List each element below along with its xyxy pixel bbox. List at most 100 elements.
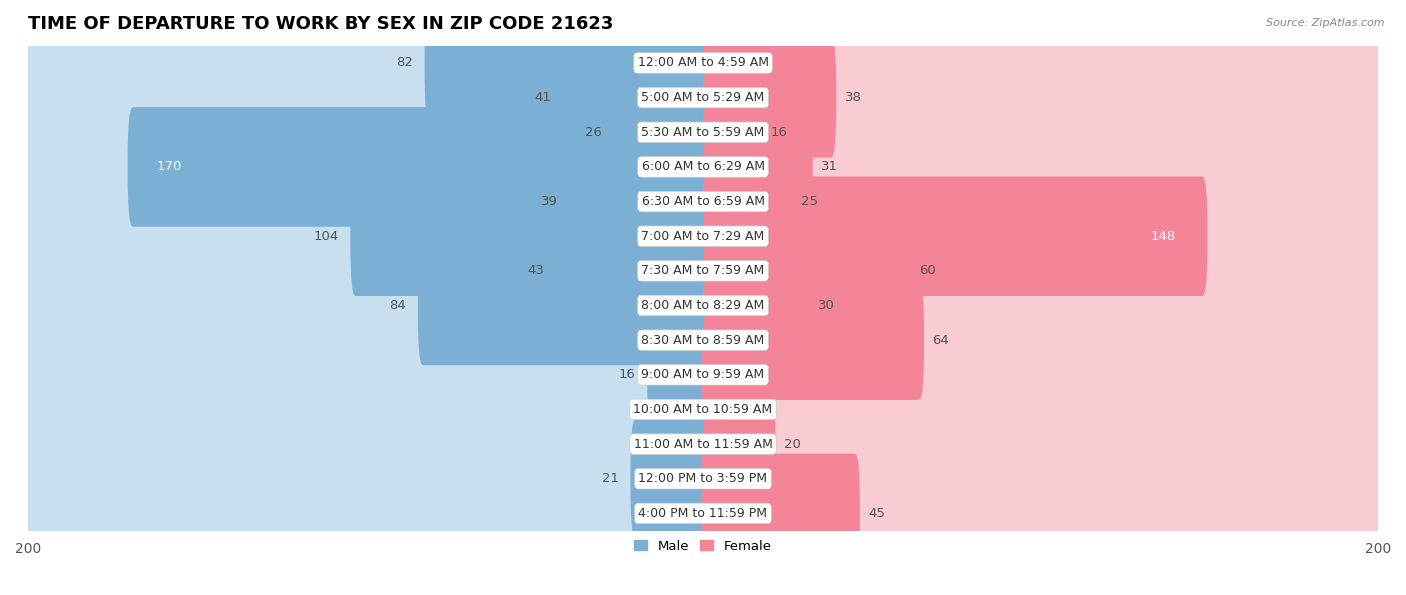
FancyBboxPatch shape [425, 3, 709, 123]
Legend: Male, Female: Male, Female [628, 534, 778, 558]
Bar [28, 392, 1378, 427]
Text: 0: 0 [681, 437, 689, 450]
Bar [28, 115, 1378, 149]
Text: 21: 21 [602, 472, 619, 486]
FancyBboxPatch shape [557, 211, 709, 331]
FancyBboxPatch shape [702, 350, 1379, 469]
Text: 39: 39 [541, 195, 558, 208]
Text: 30: 30 [818, 299, 835, 312]
FancyBboxPatch shape [702, 384, 1379, 504]
Text: 4: 4 [668, 334, 676, 347]
FancyBboxPatch shape [350, 177, 709, 296]
FancyBboxPatch shape [27, 177, 704, 296]
Text: 0: 0 [681, 507, 689, 520]
FancyBboxPatch shape [702, 177, 1379, 296]
FancyBboxPatch shape [128, 107, 709, 227]
Text: 0: 0 [717, 403, 725, 416]
Text: 16: 16 [619, 368, 636, 381]
FancyBboxPatch shape [702, 280, 1379, 400]
Text: 41: 41 [534, 91, 551, 104]
FancyBboxPatch shape [702, 73, 1379, 192]
Bar [28, 253, 1378, 288]
Text: 0: 0 [681, 403, 689, 416]
FancyBboxPatch shape [27, 38, 704, 158]
Text: 8:00 AM to 8:29 AM: 8:00 AM to 8:29 AM [641, 299, 765, 312]
FancyBboxPatch shape [418, 246, 709, 365]
FancyBboxPatch shape [27, 419, 704, 538]
FancyBboxPatch shape [27, 211, 704, 331]
FancyBboxPatch shape [702, 246, 1379, 365]
Text: 4:00 PM to 11:59 PM: 4:00 PM to 11:59 PM [638, 507, 768, 520]
FancyBboxPatch shape [702, 107, 1379, 227]
Text: 64: 64 [932, 334, 949, 347]
FancyBboxPatch shape [702, 142, 793, 261]
FancyBboxPatch shape [702, 246, 810, 365]
FancyBboxPatch shape [613, 73, 709, 192]
FancyBboxPatch shape [702, 107, 813, 227]
Text: 6:00 AM to 6:29 AM: 6:00 AM to 6:29 AM [641, 161, 765, 173]
FancyBboxPatch shape [702, 3, 1379, 123]
Text: 26: 26 [585, 126, 602, 139]
FancyBboxPatch shape [27, 315, 704, 434]
FancyBboxPatch shape [702, 211, 911, 331]
FancyBboxPatch shape [630, 419, 709, 538]
Text: 6: 6 [737, 368, 745, 381]
Text: TIME OF DEPARTURE TO WORK BY SEX IN ZIP CODE 21623: TIME OF DEPARTURE TO WORK BY SEX IN ZIP … [28, 15, 613, 33]
FancyBboxPatch shape [702, 315, 1379, 434]
FancyBboxPatch shape [702, 142, 1379, 261]
FancyBboxPatch shape [702, 38, 1379, 158]
FancyBboxPatch shape [702, 453, 860, 573]
Text: 7:30 AM to 7:59 AM: 7:30 AM to 7:59 AM [641, 264, 765, 277]
Text: 12:00 AM to 4:59 AM: 12:00 AM to 4:59 AM [637, 57, 769, 70]
Text: 6: 6 [737, 57, 745, 70]
FancyBboxPatch shape [702, 280, 924, 400]
Bar [28, 358, 1378, 392]
Bar [28, 80, 1378, 115]
Text: 5:00 AM to 5:29 AM: 5:00 AM to 5:29 AM [641, 91, 765, 104]
FancyBboxPatch shape [27, 246, 704, 365]
Text: 170: 170 [156, 161, 181, 173]
Bar [28, 323, 1378, 358]
Bar [28, 427, 1378, 462]
FancyBboxPatch shape [702, 3, 728, 123]
FancyBboxPatch shape [27, 384, 704, 504]
FancyBboxPatch shape [569, 142, 709, 261]
Text: 60: 60 [920, 264, 936, 277]
Text: 6:30 AM to 6:59 AM: 6:30 AM to 6:59 AM [641, 195, 765, 208]
Text: 31: 31 [821, 161, 838, 173]
Text: 104: 104 [314, 230, 339, 243]
FancyBboxPatch shape [647, 315, 709, 434]
Text: 38: 38 [845, 91, 862, 104]
FancyBboxPatch shape [688, 280, 709, 400]
FancyBboxPatch shape [702, 211, 1379, 331]
Text: 7:00 AM to 7:29 AM: 7:00 AM to 7:29 AM [641, 230, 765, 243]
FancyBboxPatch shape [702, 384, 776, 504]
FancyBboxPatch shape [702, 177, 1208, 296]
FancyBboxPatch shape [27, 107, 704, 227]
Bar [28, 288, 1378, 323]
FancyBboxPatch shape [27, 73, 704, 192]
Bar [28, 149, 1378, 184]
FancyBboxPatch shape [27, 280, 704, 400]
FancyBboxPatch shape [27, 142, 704, 261]
Bar [28, 46, 1378, 80]
Text: 20: 20 [785, 437, 801, 450]
Text: Source: ZipAtlas.com: Source: ZipAtlas.com [1267, 18, 1385, 28]
Text: 43: 43 [527, 264, 544, 277]
FancyBboxPatch shape [702, 315, 728, 434]
Text: 11:00 AM to 11:59 AM: 11:00 AM to 11:59 AM [634, 437, 772, 450]
Text: 45: 45 [869, 507, 886, 520]
Bar [28, 462, 1378, 496]
FancyBboxPatch shape [702, 453, 1379, 573]
FancyBboxPatch shape [702, 419, 748, 538]
FancyBboxPatch shape [702, 73, 762, 192]
Text: 84: 84 [389, 299, 406, 312]
Text: 5:30 AM to 5:59 AM: 5:30 AM to 5:59 AM [641, 126, 765, 139]
Text: 16: 16 [770, 126, 787, 139]
FancyBboxPatch shape [27, 453, 704, 573]
Text: 8:30 AM to 8:59 AM: 8:30 AM to 8:59 AM [641, 334, 765, 347]
Text: 10:00 AM to 10:59 AM: 10:00 AM to 10:59 AM [634, 403, 772, 416]
Text: 25: 25 [801, 195, 818, 208]
FancyBboxPatch shape [27, 350, 704, 469]
FancyBboxPatch shape [562, 38, 709, 158]
